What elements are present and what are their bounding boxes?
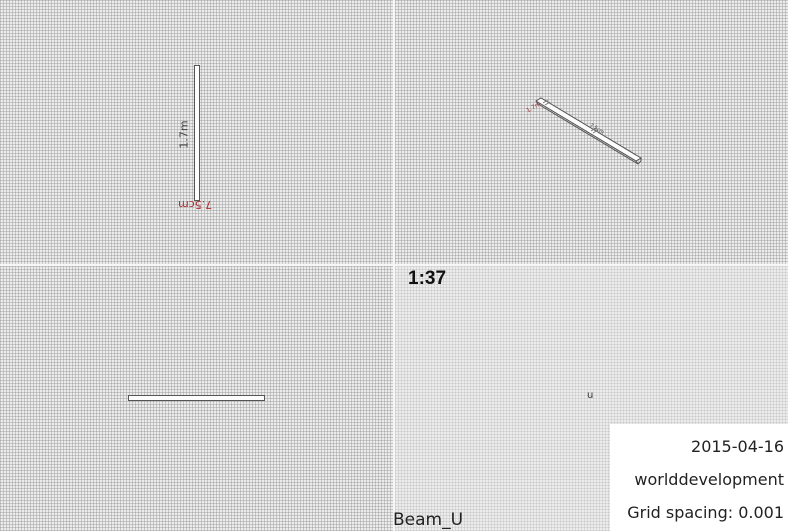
isometric-beam-drawing [535, 97, 642, 165]
info-author: worlddevelopment [634, 470, 784, 489]
info-grid-spacing: Grid spacing: 0.001 [627, 503, 784, 522]
viewport-top[interactable] [0, 266, 393, 531]
beam-vertical[interactable] [194, 65, 200, 201]
cross-section-label: u [587, 390, 594, 401]
info-panel: 2015-04-16 worlddevelopment Grid spacing… [610, 424, 788, 531]
drawing-title: Beam_U [393, 510, 464, 530]
beam-isometric [535, 97, 642, 165]
viewport-divider-horizontal [0, 264, 788, 266]
info-date: 2015-04-16 [691, 437, 784, 456]
scale-label: 1:37 [408, 268, 447, 289]
length-dimension-label: 1.7m [177, 120, 191, 149]
viewport-front[interactable]: 1.7m 7.5cm [0, 0, 393, 264]
width-dimension-label: 7.5cm [178, 198, 213, 211]
beam-horizontal[interactable] [128, 395, 265, 401]
viewport-isometric[interactable]: 1.7m 7.5cm [395, 0, 788, 264]
